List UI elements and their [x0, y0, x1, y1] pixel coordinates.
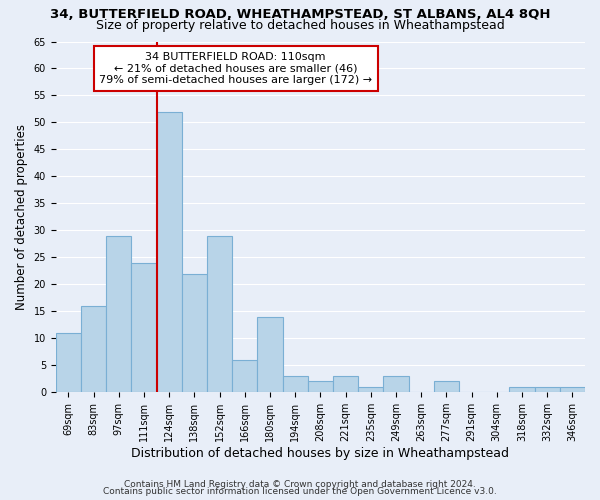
Text: 34 BUTTERFIELD ROAD: 110sqm
← 21% of detached houses are smaller (46)
79% of sem: 34 BUTTERFIELD ROAD: 110sqm ← 21% of det… [99, 52, 372, 85]
Bar [232, 360, 257, 392]
Bar [106, 236, 131, 392]
Bar [81, 306, 106, 392]
Bar [257, 316, 283, 392]
Bar [56, 333, 81, 392]
Text: 34, BUTTERFIELD ROAD, WHEATHAMPSTEAD, ST ALBANS, AL4 8QH: 34, BUTTERFIELD ROAD, WHEATHAMPSTEAD, ST… [50, 8, 550, 20]
Bar [333, 376, 358, 392]
Text: Contains public sector information licensed under the Open Government Licence v3: Contains public sector information licen… [103, 488, 497, 496]
Bar [434, 382, 459, 392]
Bar [560, 387, 585, 392]
Y-axis label: Number of detached properties: Number of detached properties [15, 124, 28, 310]
Text: Contains HM Land Registry data © Crown copyright and database right 2024.: Contains HM Land Registry data © Crown c… [124, 480, 476, 489]
Bar [509, 387, 535, 392]
Bar [283, 376, 308, 392]
Bar [207, 236, 232, 392]
Bar [182, 274, 207, 392]
Bar [157, 112, 182, 392]
Text: Size of property relative to detached houses in Wheathampstead: Size of property relative to detached ho… [95, 18, 505, 32]
Bar [383, 376, 409, 392]
Bar [535, 387, 560, 392]
Bar [308, 382, 333, 392]
Bar [131, 262, 157, 392]
Bar [358, 387, 383, 392]
X-axis label: Distribution of detached houses by size in Wheathampstead: Distribution of detached houses by size … [131, 447, 509, 460]
